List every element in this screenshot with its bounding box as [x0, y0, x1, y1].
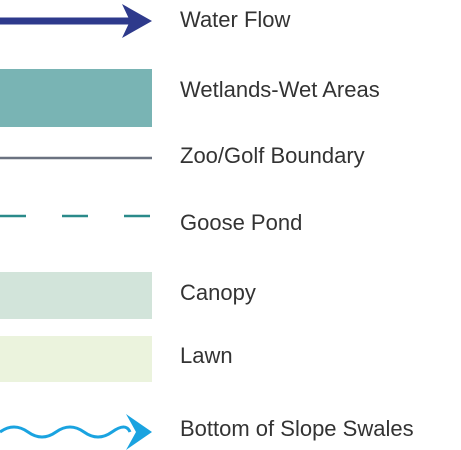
legend-item: Water Flow: [0, 4, 291, 38]
legend-label: Wetlands-Wet Areas: [180, 77, 380, 102]
legend-label: Water Flow: [180, 7, 291, 32]
legend-item: Lawn: [0, 336, 233, 382]
legend-label: Lawn: [180, 343, 233, 368]
wetlands-symbol: [0, 69, 152, 127]
water-flow-arrowhead: [122, 4, 152, 38]
legend-item: Bottom of Slope Swales: [0, 414, 414, 450]
legend-item: Wetlands-Wet Areas: [0, 69, 380, 127]
legend-label: Canopy: [180, 280, 256, 305]
legend-label: Bottom of Slope Swales: [180, 416, 414, 441]
legend-item: Zoo/Golf Boundary: [0, 143, 365, 168]
legend-label: Zoo/Golf Boundary: [180, 143, 365, 168]
legend-item: Goose Pond: [0, 210, 302, 235]
swale-arrowhead: [126, 414, 152, 450]
legend-item: Canopy: [0, 272, 256, 319]
swale-symbol: [0, 425, 132, 439]
lawn-symbol: [0, 336, 152, 382]
canopy-symbol: [0, 272, 152, 319]
legend-label: Goose Pond: [180, 210, 302, 235]
